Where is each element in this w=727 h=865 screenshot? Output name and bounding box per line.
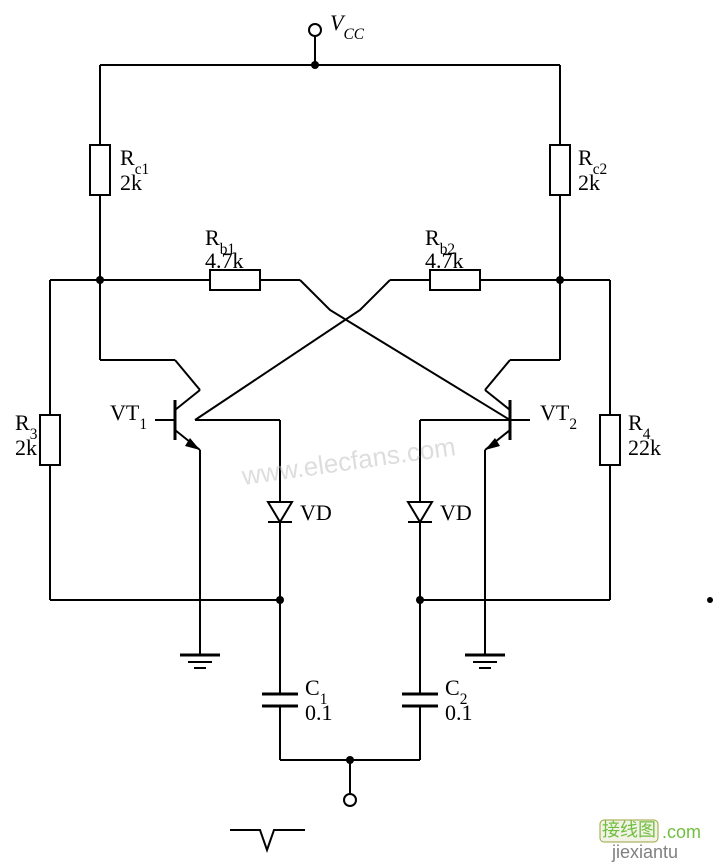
rc2-value: 2k [578,170,600,195]
node-left-collector [96,276,104,284]
footer-badge-text: 接线图 [602,820,656,840]
vt1-label: VT1 [110,400,147,433]
output-terminal [344,794,356,806]
svg-text:VT1: VT1 [110,400,147,433]
svg-text:4.7k: 4.7k [205,248,244,273]
vcc-label: VCC [330,10,365,43]
watermark-footer: 接线图 .com jiexiantu [600,820,701,862]
svg-text:VCC: VCC [330,10,365,43]
vd1-label: VD [300,500,332,525]
diode-vd2 [408,490,432,530]
output-node [346,756,354,764]
node-right-collector [556,276,564,284]
node-c2 [416,596,424,604]
svg-text:VD: VD [440,500,472,525]
vt2-label: VT2 [540,400,577,433]
resistor-rb2 [430,270,480,290]
svg-text:2k: 2k [578,170,600,195]
watermark-center: www.elecfans.com [239,431,457,491]
c2-value: 0.1 [445,700,473,725]
c1-value: 0.1 [305,700,333,725]
svg-text:2k: 2k [120,170,142,195]
resistor-r4 [600,415,620,465]
pulse-icon [230,830,305,850]
rb1-value: 4.7k [205,248,244,273]
node-c1 [276,596,284,604]
capacitor-c1 [262,680,298,720]
resistor-rb1 [210,270,260,290]
circuit-schematic: VCC Rc1 2k Rc2 2k Rb1 4.7k Rb2 4.7k R3 2… [0,0,727,865]
ground-right [465,640,505,668]
vcc-node [311,61,319,69]
dot-decorative [707,597,713,603]
rb2-value: 4.7k [425,248,464,273]
svg-text:0.1: 0.1 [305,700,333,725]
diode-vd1 [268,490,292,530]
transistor-vt1 [155,390,200,450]
vd2-label: VD [440,500,472,525]
labels: VCC Rc1 2k Rc2 2k Rb1 4.7k Rb2 4.7k R3 2… [15,10,661,725]
svg-text:VT2: VT2 [540,400,577,433]
svg-text:2k: 2k [15,435,37,460]
r3-value: 2k [15,435,37,460]
ground-left [180,640,220,668]
resistor-rc1 [90,145,110,195]
svg-text:VD: VD [300,500,332,525]
svg-text:0.1: 0.1 [445,700,473,725]
resistor-r3 [40,415,60,465]
footer-site: jiexiantu [611,842,678,862]
capacitor-c2 [402,680,438,720]
svg-text:4.7k: 4.7k [425,248,464,273]
resistor-rc2 [550,145,570,195]
footer-domain: .com [662,822,701,842]
r4-value: 22k [628,435,661,460]
rc1-value: 2k [120,170,142,195]
vcc-terminal [309,24,321,36]
svg-text:22k: 22k [628,435,661,460]
